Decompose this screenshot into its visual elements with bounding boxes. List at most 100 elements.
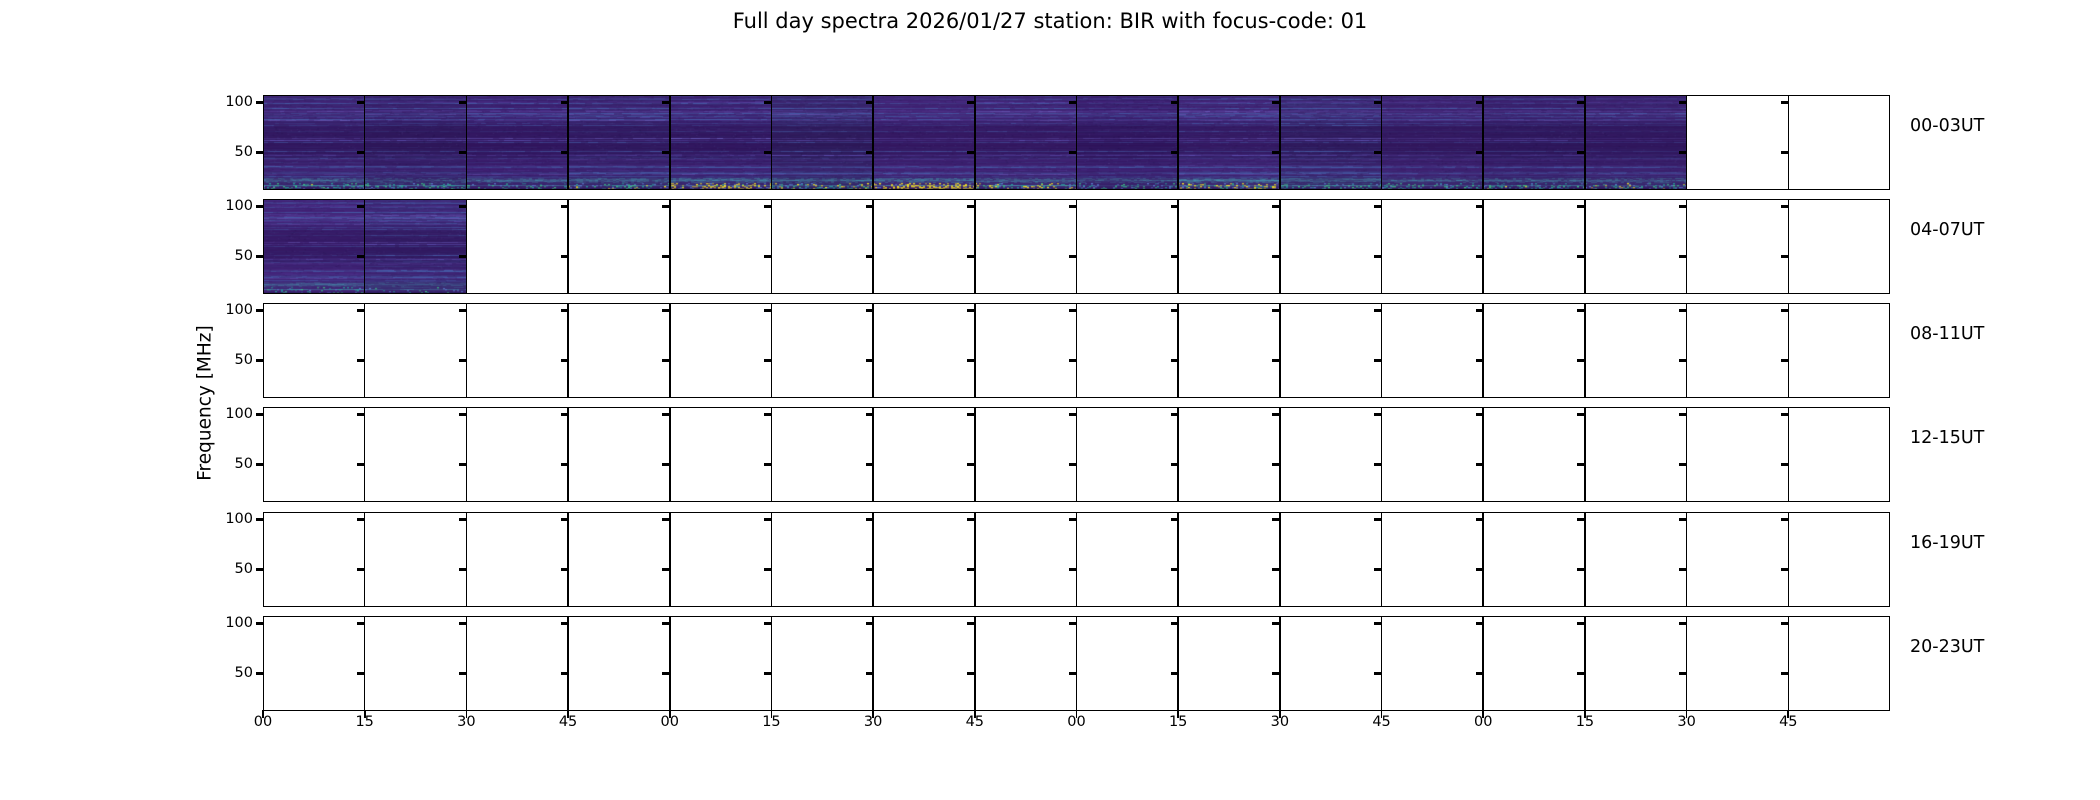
y-tick — [1374, 518, 1382, 521]
segment-gridline — [1584, 616, 1586, 711]
y-tick — [1577, 309, 1585, 312]
y-tick — [255, 622, 263, 625]
segment-gridline — [363, 303, 366, 398]
y-tick — [1679, 672, 1687, 675]
x-tick — [872, 709, 874, 718]
y-tick — [357, 463, 365, 466]
x-tick — [770, 709, 773, 718]
segment-gridline — [1279, 199, 1281, 294]
segment-gridline — [567, 199, 569, 294]
y-tick — [865, 309, 874, 312]
y-tick — [1475, 309, 1484, 312]
x-tick — [262, 709, 264, 718]
segment-gridline — [567, 95, 569, 190]
y-tick — [1272, 622, 1280, 625]
y-tick — [1577, 359, 1585, 362]
y-tick — [763, 255, 772, 258]
y-tick — [255, 672, 263, 675]
y-tick — [1475, 255, 1484, 258]
y-tick — [1170, 622, 1179, 625]
y-tick — [1475, 101, 1484, 104]
segment-gridline — [668, 512, 671, 607]
segment-gridline — [1075, 407, 1078, 502]
y-tick — [458, 101, 467, 104]
y-tick — [1679, 622, 1687, 625]
y-tick — [255, 205, 263, 208]
x-tick — [1177, 709, 1180, 718]
y-tick — [763, 518, 772, 521]
y-tick — [560, 622, 569, 625]
segment-gridline — [770, 407, 773, 502]
x-tick — [465, 709, 468, 718]
x-tick — [1482, 709, 1485, 718]
y-tick — [560, 151, 569, 154]
x-tick — [1279, 709, 1281, 718]
segment-gridline — [1279, 512, 1281, 607]
y-tick — [763, 413, 772, 416]
segment-gridline — [872, 616, 874, 711]
x-tick-label: 00 — [253, 714, 273, 730]
y-tick — [1475, 622, 1484, 625]
y-tick — [1374, 359, 1382, 362]
segment-gridline — [1177, 512, 1179, 607]
y-tick — [560, 672, 569, 675]
y-tick — [662, 205, 670, 208]
segment-gridline — [363, 199, 366, 294]
segment-gridline — [668, 95, 671, 190]
x-tick-label: 45 — [1372, 714, 1391, 730]
segment-gridline — [465, 199, 468, 294]
y-tick — [1272, 463, 1280, 466]
y-tick — [763, 622, 772, 625]
y-tick — [1475, 463, 1484, 466]
x-tick-label: 30 — [1677, 714, 1696, 730]
segment-gridline — [974, 95, 976, 190]
y-tick — [1679, 359, 1687, 362]
segment-gridline — [363, 512, 366, 607]
spectra-row-04-07ut — [255, 199, 1890, 294]
y-tick — [865, 413, 874, 416]
y-tick — [357, 255, 365, 258]
segment-gridline — [1380, 512, 1383, 607]
segment-gridline — [567, 512, 569, 607]
y-tick — [1679, 568, 1687, 571]
spectra-row-12-15ut — [255, 407, 1890, 502]
y-tick — [458, 205, 467, 208]
y-tick — [763, 101, 772, 104]
row-window-label: 08-11UT — [1910, 324, 1985, 344]
y-tick — [458, 518, 467, 521]
segment-gridline — [1482, 95, 1485, 190]
y-tick — [1475, 413, 1484, 416]
segment-gridline — [1787, 616, 1790, 711]
y-tick — [1780, 622, 1789, 625]
y-tick — [1780, 413, 1789, 416]
segment-gridline — [668, 407, 671, 502]
y-tick — [763, 672, 772, 675]
y-tick — [1475, 205, 1484, 208]
y-tick — [967, 463, 975, 466]
y-tick — [1374, 463, 1382, 466]
segment-gridline — [465, 407, 468, 502]
y-tick — [1679, 101, 1687, 104]
y-tick — [1069, 359, 1077, 362]
segment-gridline — [668, 303, 671, 398]
segment-gridline — [668, 616, 671, 711]
y-tick — [1069, 518, 1077, 521]
y-tick — [763, 359, 772, 362]
y-tick — [458, 255, 467, 258]
x-tick-label: 00 — [1474, 714, 1493, 730]
y-tick — [1069, 101, 1077, 104]
segment-gridline — [1685, 407, 1688, 502]
segment-gridline — [465, 303, 468, 398]
segment-gridline — [567, 407, 569, 502]
y-tick — [1679, 518, 1687, 521]
x-tick — [973, 709, 976, 718]
y-tick — [967, 255, 975, 258]
segment-gridline — [1787, 303, 1790, 398]
segment-gridline — [770, 303, 773, 398]
segment-gridline — [363, 407, 366, 502]
y-tick — [458, 672, 467, 675]
x-tick-label: 15 — [355, 714, 374, 730]
spectra-row-00-03ut — [255, 95, 1890, 190]
y-tick — [1170, 463, 1179, 466]
segment-gridline — [1787, 407, 1790, 502]
